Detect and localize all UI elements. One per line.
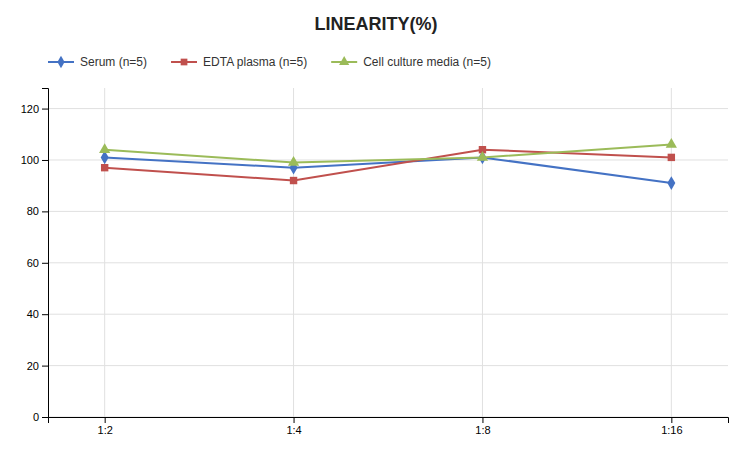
grid-line [293, 88, 294, 417]
grid-line [48, 365, 728, 366]
grid-line [48, 211, 728, 212]
marker [666, 138, 677, 148]
tick-label: 1:8 [475, 424, 490, 436]
tick: 40 [27, 308, 48, 320]
tick: 1:8 [475, 417, 490, 436]
marker [668, 154, 675, 161]
tick: 1:4 [286, 417, 301, 436]
legend-label: Cell culture media (n=5) [363, 55, 491, 69]
tick-mark [42, 366, 48, 367]
line [105, 145, 672, 163]
line [105, 157, 672, 183]
tick-label: 100 [21, 154, 39, 166]
legend-item: Serum (n=5) [48, 55, 147, 69]
tick-mark [482, 417, 483, 423]
tick-label: 20 [27, 360, 39, 372]
title: LINEARITY(%) [315, 14, 438, 34]
tick: 20 [27, 360, 48, 372]
grid-line [48, 108, 728, 109]
plot: 1:2 1:4 1:8 1:16 0 20 40 60 80 100 120 [21, 88, 729, 436]
axis-line [49, 418, 729, 424]
line [105, 150, 672, 181]
marker [101, 164, 108, 171]
legend-label: Serum (n=5) [80, 55, 147, 69]
legend-swatch [181, 59, 188, 66]
legend-swatch [339, 56, 349, 65]
tick-label: 1:2 [98, 424, 113, 436]
grid [48, 88, 728, 417]
marker [667, 176, 675, 190]
marks [99, 138, 677, 190]
tick-mark [105, 417, 106, 423]
grid-line [104, 88, 105, 417]
tick-label: 120 [21, 103, 39, 115]
tick-label: 80 [27, 205, 39, 217]
legend-item: EDTA plasma (n=5) [171, 55, 307, 69]
tick: 0 [33, 411, 48, 423]
tick-mark [42, 417, 48, 418]
x-axis: 1:2 1:4 1:8 1:16 [49, 417, 729, 436]
tick-mark [42, 263, 48, 264]
tick-label: 60 [27, 257, 39, 269]
axis-line [42, 89, 49, 418]
tick-label: 1:4 [286, 424, 301, 436]
tick: 80 [27, 205, 48, 217]
y-axis: 0 20 40 60 80 100 120 [21, 89, 49, 424]
legend-label: EDTA plasma (n=5) [203, 55, 307, 69]
tick-mark [42, 314, 48, 315]
marker [288, 156, 299, 166]
tick: 1:16 [661, 417, 682, 436]
legend: Serum (n=5) EDTA plasma (n=5) Cell culture… [48, 55, 491, 69]
tick-mark [42, 160, 48, 161]
tick-label: 0 [33, 411, 39, 423]
tick: 100 [21, 154, 48, 166]
marker [99, 143, 110, 153]
tick: 1:2 [98, 417, 113, 436]
tick-mark [294, 417, 295, 423]
legend-swatch [57, 56, 64, 68]
tick: 120 [21, 103, 48, 115]
tick-mark [671, 417, 672, 423]
grid-line [48, 314, 728, 315]
grid-line [48, 262, 728, 263]
tick: 60 [27, 257, 48, 269]
tick-mark [42, 211, 48, 212]
marker [477, 151, 488, 161]
grid-line [671, 88, 672, 417]
chart: LINEARITY(%) 1:2 1:4 1:8 1:16 0 20 40 60 80 100 120… [0, 0, 752, 451]
marker [290, 177, 297, 184]
grid-line [482, 88, 483, 417]
tick-label: 40 [27, 308, 39, 320]
tick-label: 1:16 [661, 424, 682, 436]
legend-item: Cell culture media (n=5) [331, 55, 491, 69]
tick-mark [42, 109, 48, 110]
